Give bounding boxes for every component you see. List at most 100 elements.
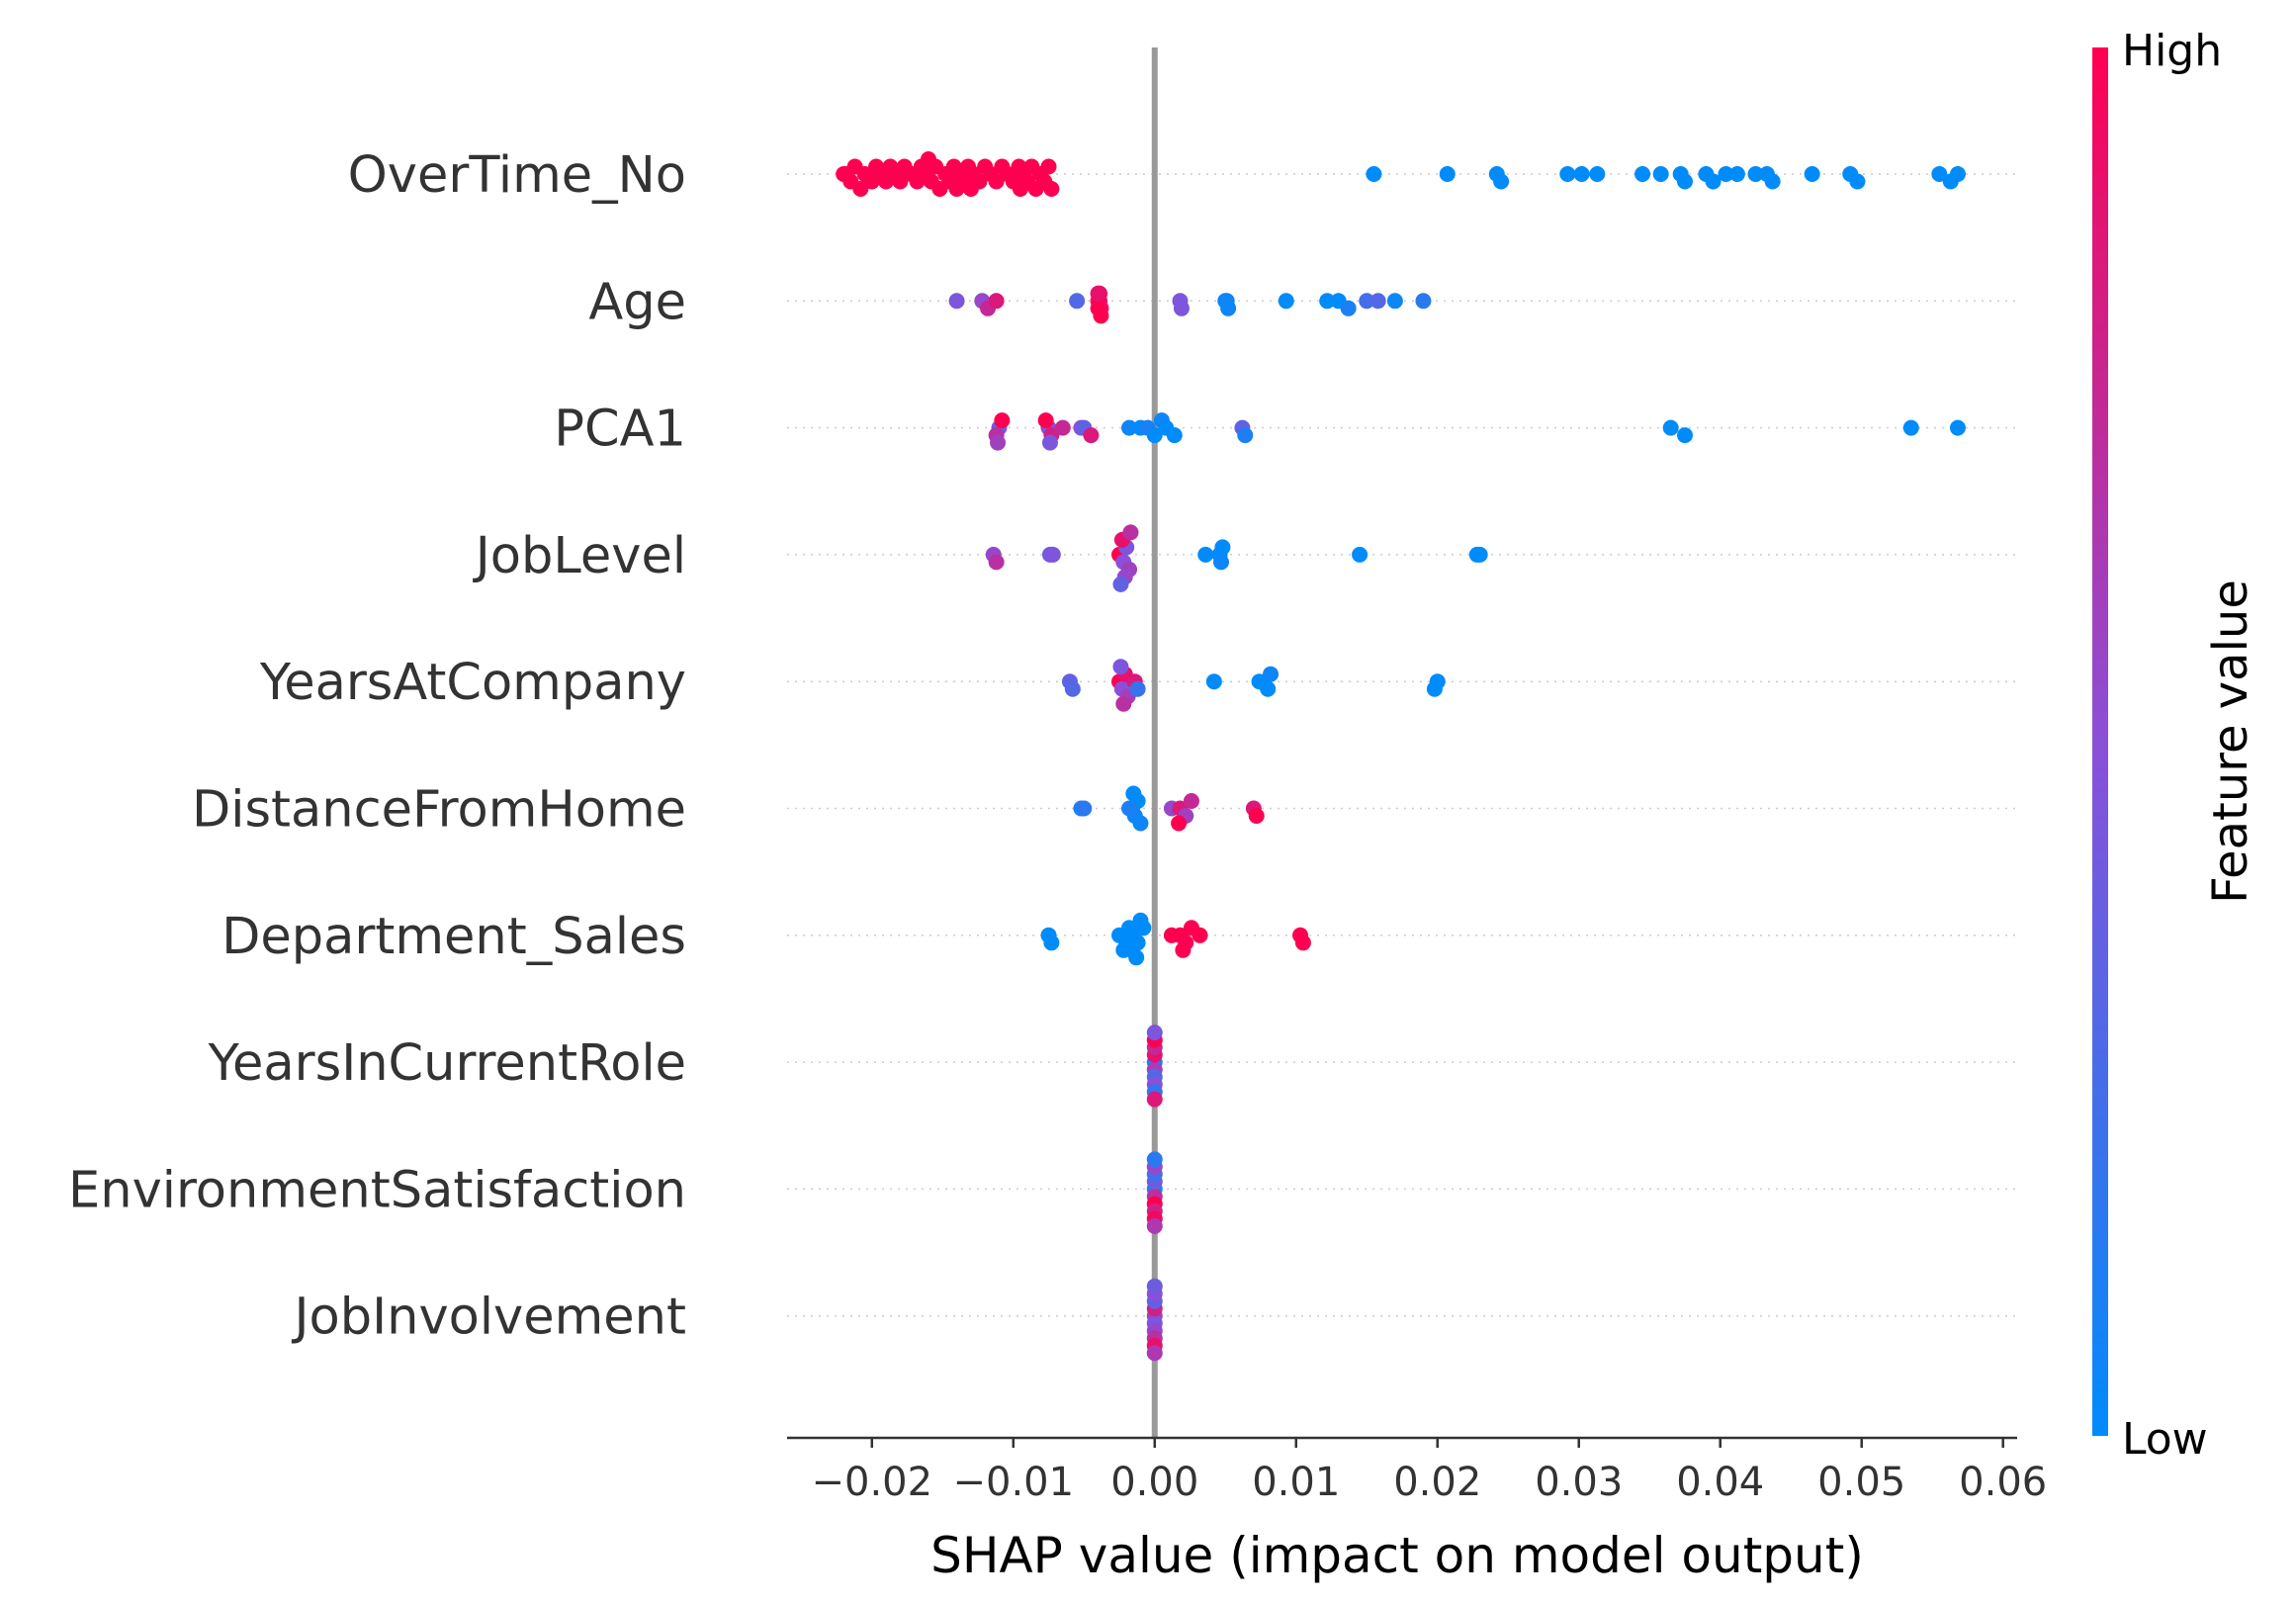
- shap-point: [1121, 920, 1138, 936]
- shap-point: [1197, 546, 1214, 563]
- shap-point: [1044, 546, 1061, 563]
- shap-point: [1849, 173, 1866, 190]
- shap-point: [1043, 181, 1060, 197]
- shap-point: [1132, 912, 1149, 929]
- shap-point: [920, 151, 936, 167]
- shap-point: [1248, 808, 1265, 824]
- shap-point: [988, 554, 1005, 571]
- shap-point: [1146, 1091, 1163, 1108]
- feature-label: Department_Sales: [221, 908, 686, 966]
- shap-point: [1043, 935, 1060, 951]
- shap-point: [1115, 695, 1132, 712]
- x-tick-label: −0.02: [812, 1460, 933, 1505]
- x-tick-label: 0.03: [1535, 1460, 1623, 1505]
- feature-label: YearsAtCompany: [259, 654, 686, 712]
- shap-point: [1064, 680, 1081, 697]
- shap-point: [1128, 949, 1145, 966]
- shap-point: [1129, 680, 1146, 697]
- shap-point: [988, 173, 1005, 190]
- shap-point: [1146, 1217, 1163, 1234]
- feature-labels: OverTime_No Age PCA1 JobLevel YearsAtCompany…: [68, 146, 686, 1347]
- shap-point: [1069, 293, 1086, 310]
- feature-label: PCA1: [554, 401, 686, 459]
- shap-point: [1471, 546, 1488, 563]
- shap-point: [1112, 659, 1129, 675]
- shap-point: [1076, 800, 1093, 817]
- shap-point: [1426, 680, 1443, 697]
- x-axis-title: SHAP value (impact on model output): [930, 1527, 1864, 1584]
- shap-point: [1166, 427, 1183, 444]
- shap-point: [1662, 419, 1679, 436]
- feature-label: OverTime_No: [348, 146, 686, 205]
- shap-point: [1183, 793, 1199, 809]
- x-tick-label: 0.05: [1817, 1460, 1905, 1505]
- x-tick-label: 0.02: [1393, 1460, 1481, 1505]
- shap-point: [1263, 666, 1280, 682]
- shap-point: [1173, 300, 1190, 316]
- x-tick-label: 0.06: [1959, 1460, 2047, 1505]
- shap-point: [1634, 166, 1651, 182]
- shap-point: [892, 173, 909, 190]
- shap-point: [1205, 673, 1222, 690]
- shap-point: [1652, 166, 1669, 182]
- shap-point: [1718, 166, 1734, 182]
- shap-point: [1366, 166, 1382, 182]
- shap-point: [1146, 1345, 1163, 1362]
- row-gridlines: [787, 173, 2017, 1317]
- shap-point: [1359, 293, 1375, 310]
- shap-point: [1676, 427, 1693, 444]
- shap-point: [1589, 166, 1606, 182]
- shap-point: [1386, 293, 1403, 310]
- feature-label: JobInvolvement: [292, 1289, 686, 1347]
- x-axis-ticks: −0.02 −0.01 0.00 0.01 0.02 0.03 0.04 0.05 0.06: [812, 1438, 2047, 1505]
- shap-point: [1083, 427, 1100, 444]
- colorbar-title: Feature value: [2203, 579, 2258, 904]
- shap-point: [1747, 166, 1764, 182]
- shap-point: [1237, 427, 1254, 444]
- shap-point: [1493, 173, 1510, 190]
- shap-point: [1090, 285, 1106, 302]
- shap-point: [1192, 927, 1208, 943]
- shap-point: [1037, 412, 1054, 429]
- shap-point: [1146, 1151, 1163, 1168]
- shap-point: [1294, 935, 1311, 951]
- shap-point: [1705, 173, 1722, 190]
- shap-point: [1212, 554, 1229, 571]
- shap-point: [1220, 300, 1237, 316]
- shap-point: [1122, 524, 1139, 541]
- shap-point: [1171, 815, 1188, 832]
- shap-point: [988, 293, 1005, 310]
- shap-point: [1175, 941, 1192, 958]
- shap-point: [1415, 293, 1432, 310]
- feature-label: EnvironmentSatisfaction: [68, 1161, 686, 1219]
- x-tick-label: 0.04: [1676, 1460, 1764, 1505]
- shap-point: [1728, 166, 1745, 182]
- shap-point: [1041, 434, 1058, 451]
- x-tick-label: −0.01: [952, 1460, 1074, 1505]
- shap-point: [1340, 300, 1357, 316]
- colorbar-low-label: Low: [2122, 1414, 2208, 1465]
- shap-point: [1949, 419, 1966, 436]
- shap-point: [1804, 166, 1820, 182]
- shap-point: [1132, 815, 1149, 832]
- shap-point: [1278, 293, 1294, 310]
- feature-label: YearsInCurrentRole: [208, 1034, 686, 1093]
- shap-point: [1573, 166, 1590, 182]
- colorbar: [2092, 47, 2108, 1436]
- shap-point: [1112, 576, 1129, 592]
- shap-point: [1559, 166, 1576, 182]
- shap-point: [1146, 1278, 1163, 1294]
- shap-point: [1121, 800, 1138, 817]
- x-tick-label: 0.01: [1252, 1460, 1340, 1505]
- shap-point: [1352, 546, 1369, 563]
- shap-point: [990, 434, 1007, 451]
- feature-label: JobLevel: [473, 527, 686, 585]
- colorbar-high-label: High: [2122, 26, 2222, 76]
- shap-point: [948, 293, 965, 310]
- shap-point: [1125, 785, 1142, 802]
- feature-label: Age: [588, 273, 686, 331]
- feature-label: DistanceFromHome: [192, 781, 686, 840]
- shap-point: [1931, 166, 1948, 182]
- shap-point: [1369, 293, 1386, 310]
